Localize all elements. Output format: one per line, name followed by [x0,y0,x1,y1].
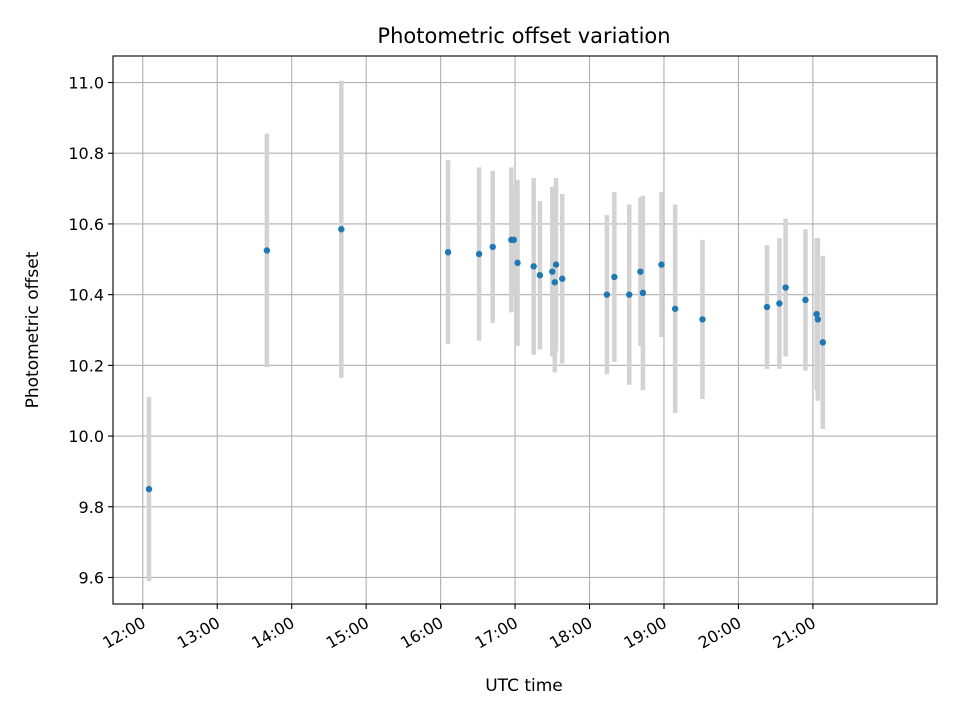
x-tick-label: 15:00 [323,613,372,653]
data-point [763,303,771,311]
data-point [263,247,271,254]
data-point [776,300,783,307]
data-point [814,316,822,323]
data-point [603,291,611,298]
y-tick-label: 10.4 [68,286,104,305]
data-point [813,310,820,318]
x-tick-label: 19:00 [621,613,670,653]
x-tick-label: 21:00 [769,613,818,653]
data-point [338,226,345,233]
y-tick-label: 11.0 [68,74,104,93]
grid-layer [113,56,937,604]
x-tick-label: 17:00 [472,613,521,653]
x-tick-label: 18:00 [546,613,595,653]
data-point [475,250,483,258]
data-point [658,261,665,268]
data-point [145,485,153,493]
errorbar-layer [146,80,826,582]
x-tick-label: 16:00 [397,613,446,653]
y-tick-label: 9.8 [79,498,104,517]
chart-title: Photometric offset variation [377,24,670,48]
x-axis-label: UTC time [485,676,563,696]
data-point [551,279,558,286]
data-point [699,316,706,323]
data-point [802,296,809,304]
y-tick-label: 10.8 [68,144,104,163]
data-point [782,284,789,291]
data-point [510,236,518,244]
y-axis: 9.6 9.8 10.0 10.2 10.4 10.6 10.8 11.0 [68,74,113,587]
x-tick-label: 14:00 [248,613,297,653]
data-point [637,268,644,275]
data-point [549,268,556,275]
data-point [489,243,496,251]
y-axis-label: Photometric offset [23,251,43,408]
data-point [611,273,618,281]
data-point [552,261,560,268]
y-tick-label: 10.0 [68,427,104,446]
data-point [639,289,647,297]
data-point [671,305,679,312]
data-point [514,259,521,267]
data-point [559,275,566,282]
x-tick-label: 20:00 [695,613,744,653]
x-tick-label: 13:00 [174,613,223,653]
data-point [626,291,633,298]
x-tick-label: 12:00 [99,613,148,653]
data-point [819,339,827,346]
plot-frame [112,55,938,605]
y-tick-label: 10.2 [68,356,104,375]
y-tick-label: 10.6 [68,215,104,234]
point-layer [145,226,827,493]
x-axis: 12:00 13:00 14:00 15:00 16:00 17:00 18:00 19:00… [99,604,819,653]
data-point [530,263,537,270]
data-point [444,249,452,256]
data-point [536,272,544,279]
y-tick-label: 9.6 [79,568,104,587]
